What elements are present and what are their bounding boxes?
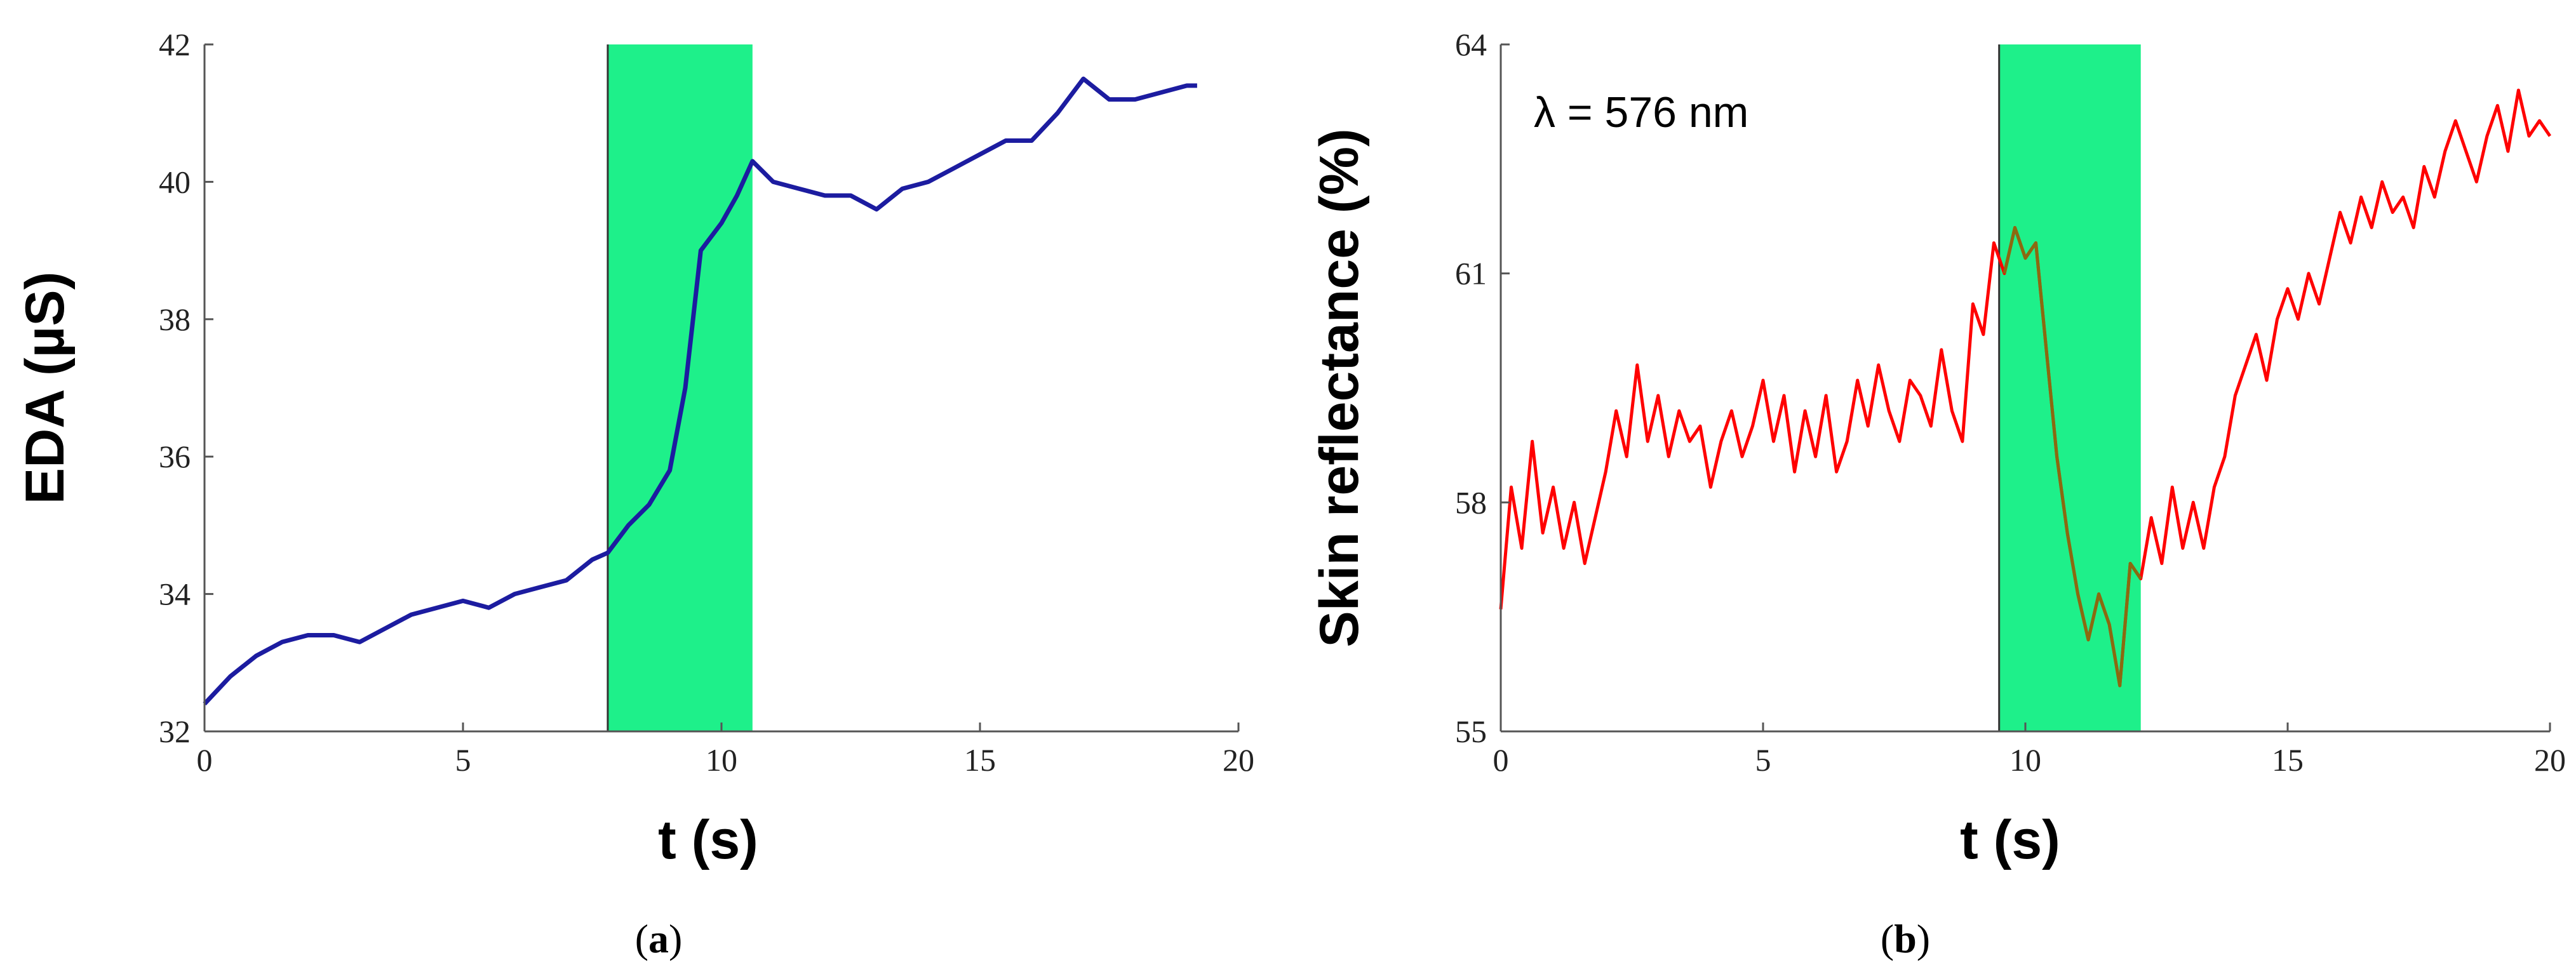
panel-a-x-axis-label: t (s) <box>658 809 758 870</box>
panel-b-y-axis-label: Skin reflectance (%) <box>1309 128 1370 647</box>
panel-b-x-axis-label: t (s) <box>1960 809 2060 870</box>
panel-b-x-ticks: 0 5 10 15 20 <box>1493 723 2566 778</box>
panel-a-y-tick-label: 40 <box>159 164 191 199</box>
panel-b-y-tick-label: 58 <box>1455 484 1487 520</box>
panel-a-x-tick-label: 10 <box>706 742 737 778</box>
panel-b-y-ticks: 55 58 61 64 <box>1455 27 1510 749</box>
panel-b-x-tick-label: 15 <box>2272 742 2304 778</box>
panel-b-caption: (b) <box>1881 916 1930 961</box>
panel-b-x-tick-label: 20 <box>2534 742 2566 778</box>
panel-a-caption: (a) <box>635 916 683 961</box>
panel-a-highlight-band <box>607 44 753 731</box>
panel-b-x-tick-label: 0 <box>1493 742 1509 778</box>
panel-b-x-tick-label: 10 <box>2009 742 2041 778</box>
panel-a-y-tick-label: 36 <box>159 439 191 474</box>
panel-a-y-tick-label: 32 <box>159 714 191 749</box>
panel-a-x-tick-label: 15 <box>964 742 996 778</box>
panel-a-y-tick-label: 38 <box>159 302 191 337</box>
panel-b-y-tick-label: 61 <box>1455 256 1487 291</box>
panel-b-y-tick-label: 64 <box>1455 27 1487 62</box>
panel-a-x-tick-label: 5 <box>455 742 471 778</box>
panel-b-caption-letter: b <box>1894 916 1917 961</box>
panel-b-x-tick-label: 5 <box>1755 742 1771 778</box>
panel-b-reflectance-highlighted-segment <box>2002 226 2142 688</box>
panel-a-eda-series-line <box>203 76 1197 706</box>
panel-a-x-tick-label: 20 <box>1223 742 1254 778</box>
panel-a-y-ticks: 32 34 36 38 40 42 <box>159 27 213 749</box>
panel-b-annotation: λ = 576 nm <box>1534 88 1748 137</box>
panel-a-y-axis-label: EDA (µS) <box>15 272 76 504</box>
panel-a-y-tick-label: 42 <box>159 27 191 62</box>
panel-a-y-tick-label: 34 <box>159 576 191 612</box>
panel-b: 0 5 10 15 20 55 58 61 64 λ = 576 nm t (s) Skin … <box>1309 27 2566 961</box>
panel-a-x-ticks: 0 5 10 15 20 <box>197 723 1254 778</box>
panel-a-caption-letter: a <box>648 916 669 961</box>
panel-b-y-tick-label: 55 <box>1455 714 1487 749</box>
panel-a-x-tick-label: 0 <box>197 742 213 778</box>
panel-b-highlight-band <box>1999 44 2141 731</box>
panel-a: 0 5 10 15 20 32 34 36 38 40 42 t (s) EDA (µS) (a) <box>15 27 1254 961</box>
